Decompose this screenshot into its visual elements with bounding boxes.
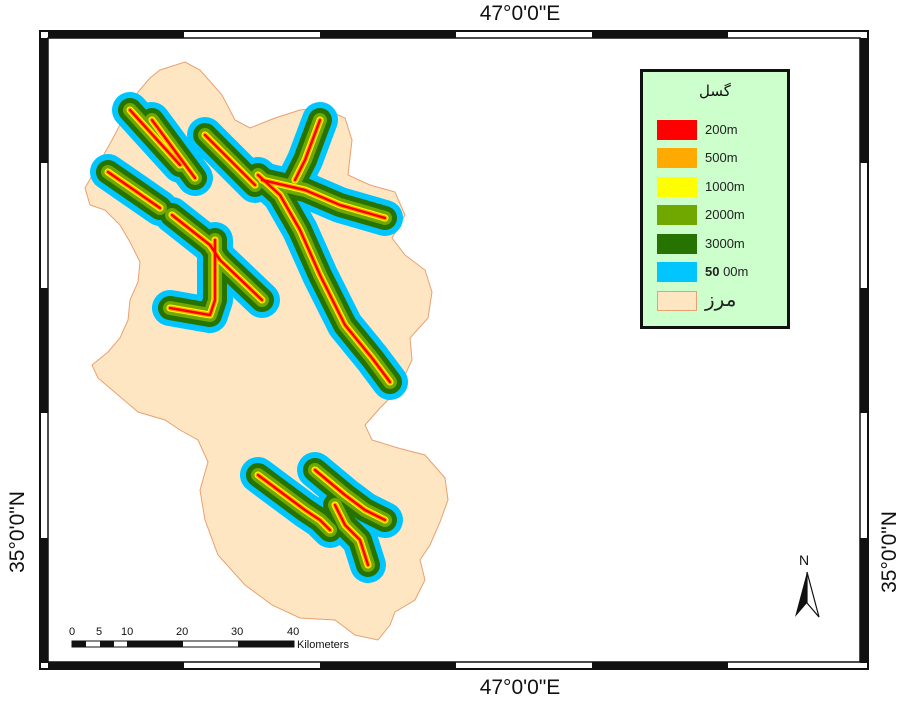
scale-segment bbox=[127, 641, 183, 647]
north-arrow-label: N bbox=[799, 552, 810, 568]
legend-item-2000m: 2000m bbox=[657, 205, 787, 227]
scale-tick-label: 30 bbox=[231, 626, 244, 638]
frame-tick bbox=[40, 288, 48, 413]
province-boundary bbox=[84, 61, 449, 641]
legend-item-label: 50 00m bbox=[705, 264, 748, 279]
fault-buffer-ring bbox=[203, 133, 257, 187]
map-legend: گسل 200m 500m 1000m 2000m 3000m 50 00m م… bbox=[640, 69, 790, 329]
north-arrow-icon bbox=[795, 571, 820, 618]
frame-tick bbox=[860, 538, 868, 663]
legend-item-label: 1000m bbox=[705, 179, 745, 194]
legend-swatch bbox=[657, 148, 697, 168]
fault-buffer-ring bbox=[150, 118, 197, 180]
frame-tick bbox=[592, 31, 728, 38]
legend-item-label-rest: 00m bbox=[719, 264, 749, 279]
frame-tick bbox=[40, 38, 48, 163]
frame-tick bbox=[40, 538, 48, 663]
fault-buffer-ring bbox=[106, 170, 162, 210]
legend-item-label-bold: 50 bbox=[705, 264, 720, 279]
top-longitude-label: 47°0'0"E bbox=[479, 2, 561, 25]
frame-tick bbox=[48, 662, 184, 669]
legend-item-boundary: مرز bbox=[657, 287, 787, 313]
legend-swatch bbox=[657, 205, 697, 225]
scale-unit-label: Kilometers bbox=[297, 639, 349, 651]
legend-item-label: 2000m bbox=[705, 207, 745, 222]
scale-tick-label: 10 bbox=[121, 626, 134, 638]
legend-item-label: 3000m bbox=[705, 236, 745, 251]
bottom-longitude-label: 47°0'0"E bbox=[479, 676, 561, 699]
frame-tick bbox=[860, 288, 868, 413]
frame-tick bbox=[48, 31, 184, 38]
fault-buffer-ring bbox=[260, 178, 387, 220]
legend-swatch bbox=[657, 291, 697, 311]
fault-buffers bbox=[90, 92, 408, 583]
scale-bar bbox=[71, 640, 295, 648]
fault-buffer-ring bbox=[128, 108, 182, 167]
fault-buffer-ring bbox=[313, 468, 387, 522]
scale-segment bbox=[72, 641, 86, 647]
scale-tick-label: 40 bbox=[287, 626, 300, 638]
scale-tick-label: 0 bbox=[69, 626, 76, 638]
legend-item-5000m: 50 00m bbox=[657, 262, 787, 284]
legend-title: گسل bbox=[699, 82, 731, 100]
scale-tick-label: 5 bbox=[96, 626, 103, 638]
legend-swatch bbox=[657, 177, 697, 197]
fault-buffer-ring bbox=[333, 503, 370, 567]
frame-tick bbox=[860, 38, 868, 163]
legend-swatch bbox=[657, 262, 697, 282]
scale-segment bbox=[100, 641, 114, 647]
legend-item-500m: 500m bbox=[657, 148, 787, 170]
fault-buffer-ring bbox=[256, 173, 392, 384]
legend-item-label: 200m bbox=[705, 122, 738, 137]
legend-item-label: مرز bbox=[705, 287, 737, 311]
legend-item-200m: 200m bbox=[657, 120, 787, 142]
frame-tick bbox=[320, 31, 456, 38]
legend-item-label: 500m bbox=[705, 150, 738, 165]
legend-item-1000m: 1000m bbox=[657, 177, 787, 199]
scale-segment bbox=[238, 641, 294, 647]
frame-tick bbox=[320, 662, 456, 669]
fault-buffer-ring bbox=[168, 238, 217, 317]
scale-tick-label: 20 bbox=[176, 626, 189, 638]
fault-buffer-ring bbox=[256, 473, 332, 532]
legend-swatch bbox=[657, 120, 697, 140]
map-frame bbox=[39, 30, 869, 670]
fault-buffer-ring bbox=[293, 118, 322, 182]
frame-tick bbox=[592, 662, 728, 669]
frame-graticule-ticks bbox=[40, 31, 868, 669]
legend-swatch bbox=[657, 234, 697, 254]
legend-item-3000m: 3000m bbox=[657, 234, 787, 256]
